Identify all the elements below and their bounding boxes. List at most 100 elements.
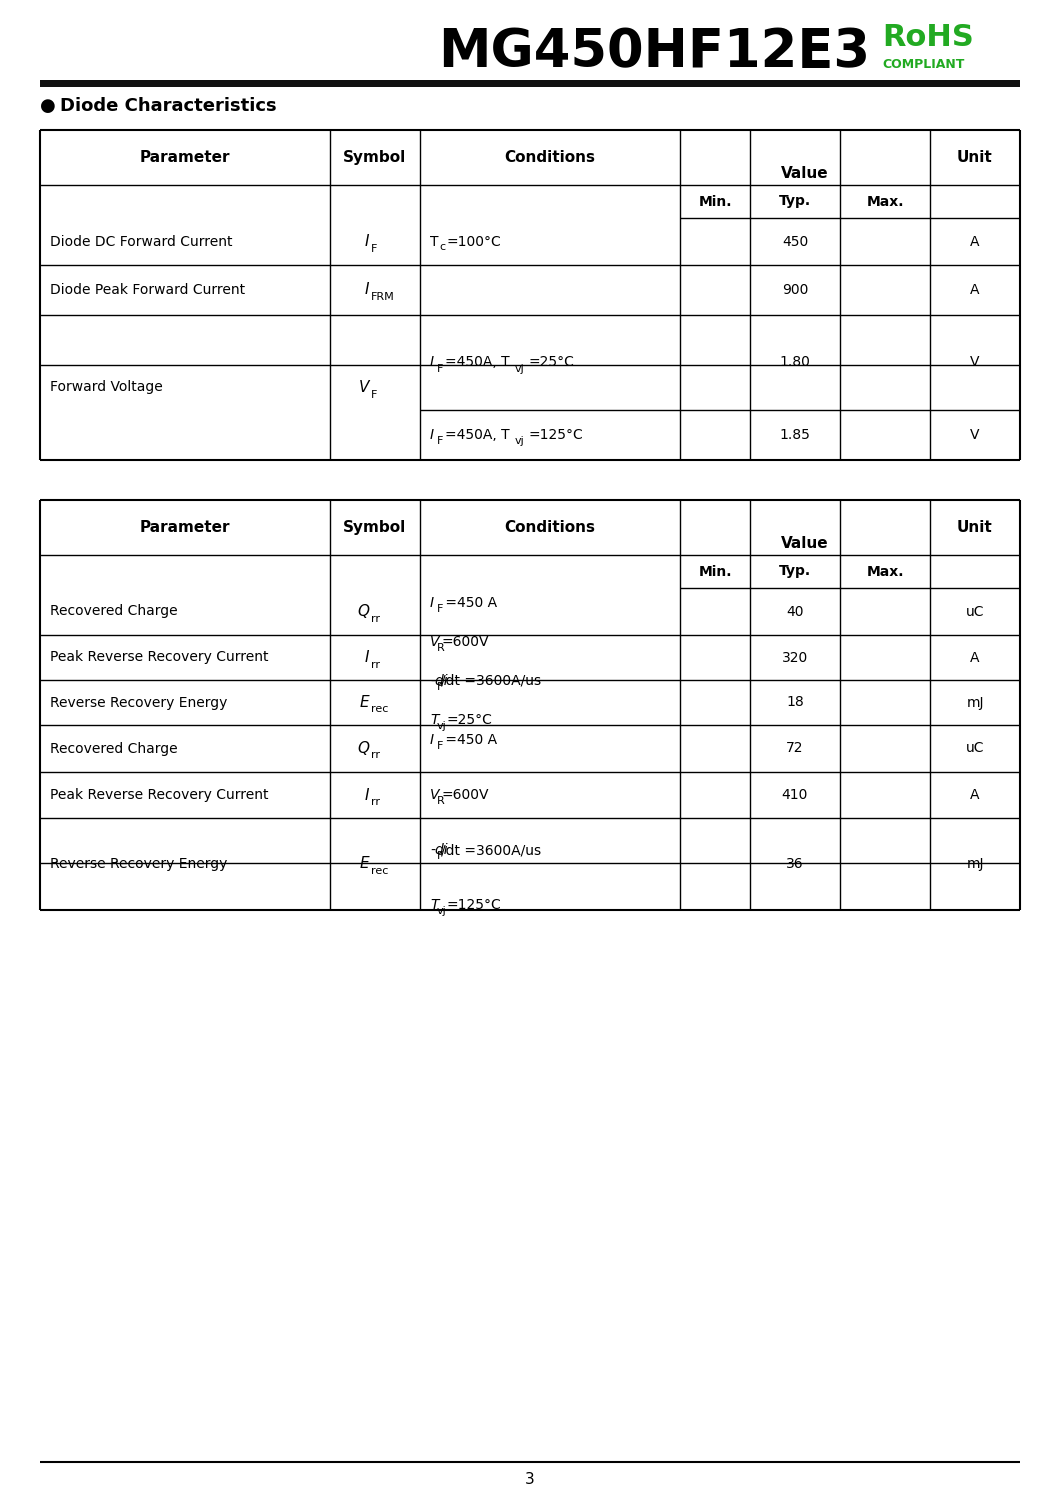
- Text: /dt =3600A/us: /dt =3600A/us: [441, 843, 542, 857]
- Text: Value: Value: [781, 166, 829, 181]
- Text: 410: 410: [782, 788, 808, 801]
- Text: F: F: [437, 851, 443, 861]
- Text: Value: Value: [781, 536, 829, 551]
- Text: I: I: [365, 234, 369, 249]
- Text: Diode DC Forward Current: Diode DC Forward Current: [50, 235, 232, 249]
- Text: -di: -di: [430, 674, 447, 688]
- Text: mJ: mJ: [967, 857, 984, 870]
- Text: F: F: [437, 742, 443, 750]
- Text: V: V: [970, 428, 979, 442]
- Text: F: F: [437, 682, 443, 692]
- Text: rr: rr: [371, 614, 379, 623]
- Text: A: A: [970, 283, 979, 297]
- Text: Conditions: Conditions: [505, 150, 596, 165]
- Text: I: I: [430, 428, 435, 442]
- Text: Symbol: Symbol: [343, 520, 407, 535]
- Text: =100°C: =100°C: [447, 235, 501, 249]
- Text: I: I: [365, 283, 369, 298]
- Text: T: T: [430, 713, 439, 727]
- Text: Parameter: Parameter: [140, 520, 230, 535]
- Text: Conditions: Conditions: [505, 520, 596, 535]
- Text: I: I: [365, 650, 369, 665]
- Text: =125°C: =125°C: [528, 428, 583, 442]
- Text: rr: rr: [371, 797, 379, 807]
- Text: Min.: Min.: [699, 195, 731, 208]
- Text: uC: uC: [966, 605, 985, 619]
- Text: 36: 36: [787, 857, 803, 870]
- Text: 1.80: 1.80: [779, 355, 811, 370]
- Text: =450A, T: =450A, T: [445, 355, 510, 370]
- Text: Symbol: Symbol: [343, 150, 407, 165]
- Text: /dt =3600A/us: /dt =3600A/us: [441, 674, 542, 688]
- Text: vj: vj: [515, 364, 525, 373]
- Text: Recovered Charge: Recovered Charge: [50, 605, 178, 619]
- Text: =450 A: =450 A: [441, 733, 497, 748]
- Text: rr: rr: [371, 659, 379, 670]
- Text: T: T: [430, 235, 439, 249]
- Text: V: V: [358, 380, 369, 395]
- Text: E: E: [359, 857, 369, 872]
- Text: Q: Q: [357, 742, 369, 756]
- Text: =450A, T: =450A, T: [445, 428, 510, 442]
- Text: Diode Peak Forward Current: Diode Peak Forward Current: [50, 283, 245, 297]
- Text: rec: rec: [371, 704, 388, 715]
- Text: 1.85: 1.85: [779, 428, 811, 442]
- Text: A: A: [970, 788, 979, 801]
- Text: -di: -di: [430, 843, 447, 857]
- Text: Forward Voltage: Forward Voltage: [50, 380, 163, 394]
- Text: F: F: [437, 364, 443, 373]
- Text: Reverse Recovery Energy: Reverse Recovery Energy: [50, 857, 228, 870]
- Text: T: T: [430, 897, 439, 912]
- Text: 40: 40: [787, 605, 803, 619]
- Text: V: V: [970, 355, 979, 370]
- Text: =450 A: =450 A: [441, 596, 497, 610]
- Text: Max.: Max.: [866, 195, 904, 208]
- Text: A: A: [970, 650, 979, 665]
- Text: Peak Reverse Recovery Current: Peak Reverse Recovery Current: [50, 650, 268, 665]
- Text: =125°C: =125°C: [446, 897, 501, 912]
- Text: I: I: [430, 355, 435, 370]
- Text: vj: vj: [437, 721, 446, 731]
- Text: 900: 900: [782, 283, 808, 297]
- Text: COMPLIANT: COMPLIANT: [882, 58, 965, 72]
- Text: Reverse Recovery Energy: Reverse Recovery Energy: [50, 695, 228, 710]
- Text: ●: ●: [40, 97, 56, 115]
- Text: 320: 320: [782, 650, 808, 665]
- Text: Typ.: Typ.: [779, 565, 811, 578]
- Text: 72: 72: [787, 742, 803, 755]
- Text: Diode Characteristics: Diode Characteristics: [60, 97, 277, 115]
- Text: uC: uC: [966, 742, 985, 755]
- Text: Parameter: Parameter: [140, 150, 230, 165]
- Text: Unit: Unit: [957, 150, 993, 165]
- Text: Max.: Max.: [866, 565, 904, 578]
- Text: rec: rec: [371, 866, 388, 876]
- Text: Q: Q: [357, 604, 369, 619]
- Text: RoHS: RoHS: [882, 24, 974, 52]
- Text: Typ.: Typ.: [779, 195, 811, 208]
- Text: F: F: [437, 604, 443, 614]
- Text: F: F: [371, 244, 377, 253]
- Text: =600V: =600V: [441, 635, 489, 649]
- Text: =25°C: =25°C: [446, 713, 492, 727]
- Text: F: F: [371, 389, 377, 400]
- Text: Min.: Min.: [699, 565, 731, 578]
- Text: E: E: [359, 695, 369, 710]
- Text: vj: vj: [437, 906, 446, 915]
- Text: Peak Reverse Recovery Current: Peak Reverse Recovery Current: [50, 788, 268, 801]
- Text: 3: 3: [525, 1473, 535, 1488]
- Text: =600V: =600V: [441, 788, 489, 801]
- Text: c: c: [439, 243, 445, 253]
- Text: Unit: Unit: [957, 520, 993, 535]
- Text: A: A: [970, 235, 979, 249]
- Text: V: V: [430, 635, 440, 649]
- Text: FRM: FRM: [371, 292, 394, 303]
- Text: I: I: [365, 788, 369, 803]
- Text: MG450HF12E3: MG450HF12E3: [438, 25, 870, 78]
- Text: I: I: [430, 596, 435, 610]
- Bar: [40, 79, 1020, 87]
- Text: mJ: mJ: [967, 695, 984, 710]
- Text: 450: 450: [782, 235, 808, 249]
- Text: R: R: [437, 795, 444, 806]
- Text: V: V: [430, 788, 440, 801]
- Text: vj: vj: [515, 436, 525, 446]
